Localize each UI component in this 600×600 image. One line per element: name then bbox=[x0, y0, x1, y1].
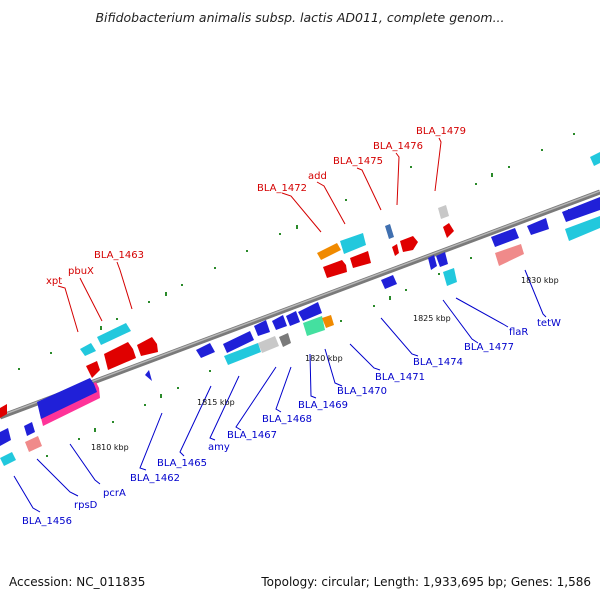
gene-reverse bbox=[196, 343, 215, 358]
gene-label-bla-1469[interactable]: BLA_1469 bbox=[298, 400, 348, 411]
gene-reverse bbox=[224, 343, 261, 365]
gene-reverse bbox=[25, 436, 42, 452]
scale-label: 1810 kbp bbox=[91, 443, 129, 452]
gene-reverse bbox=[272, 315, 287, 330]
forward-leaders bbox=[57, 137, 442, 333]
gene-forward bbox=[104, 342, 136, 370]
scale-label: 1815 kbp bbox=[197, 398, 235, 407]
gene-forward bbox=[323, 260, 347, 278]
gene-reverse bbox=[322, 315, 334, 328]
gene-reverse bbox=[286, 311, 300, 326]
gene-label-bla-1477[interactable]: BLA_1477 bbox=[464, 342, 514, 353]
forward-genes bbox=[0, 152, 600, 426]
gene-forward bbox=[37, 378, 97, 419]
gene-reverse bbox=[279, 333, 291, 347]
gene-label-bla-1475[interactable]: BLA_1475 bbox=[333, 156, 383, 167]
gene-forward bbox=[0, 404, 7, 418]
gene-forward bbox=[590, 152, 600, 166]
gene-forward bbox=[340, 233, 366, 254]
gene-label-amy[interactable]: amy bbox=[208, 442, 230, 453]
reverse-genes bbox=[0, 197, 600, 466]
gene-label-flar[interactable]: flaR bbox=[509, 327, 528, 338]
gene-label-xpt[interactable]: xpt bbox=[46, 276, 62, 287]
gene-reverse bbox=[428, 255, 437, 270]
gene-forward bbox=[400, 236, 418, 252]
gene-reverse bbox=[303, 316, 325, 336]
gene-forward bbox=[97, 323, 131, 345]
gene-label-bla-1462[interactable]: BLA_1462 bbox=[130, 473, 180, 484]
gene-forward bbox=[385, 224, 394, 239]
gene-label-pbux[interactable]: pbuX bbox=[68, 266, 94, 277]
gene-label-bla-1472[interactable]: BLA_1472 bbox=[257, 183, 307, 194]
gene-label-pcra[interactable]: pcrA bbox=[103, 488, 126, 499]
gene-forward bbox=[438, 205, 449, 219]
scale-label: 1820 kbp bbox=[305, 354, 343, 363]
map-title: Bifidobacterium animalis subsp. lactis A… bbox=[95, 10, 505, 25]
gene-reverse bbox=[495, 244, 524, 266]
gene-forward bbox=[86, 361, 100, 378]
gene-forward bbox=[392, 244, 399, 256]
gene-label-bla-1471[interactable]: BLA_1471 bbox=[375, 372, 425, 383]
gene-label-bla-1456[interactable]: BLA_1456 bbox=[22, 516, 72, 527]
gene-reverse bbox=[24, 422, 35, 436]
scale-label: 1830 kbp bbox=[521, 276, 559, 285]
gene-reverse bbox=[223, 331, 254, 353]
scale-label: 1825 kbp bbox=[413, 314, 451, 323]
gene-label-bla-1468[interactable]: BLA_1468 bbox=[262, 414, 312, 425]
forward-labels: xpt pbuX BLA_1463 BLA_1472 add BLA_1475 … bbox=[46, 126, 466, 287]
gene-label-bla-1476[interactable]: BLA_1476 bbox=[373, 141, 423, 152]
reverse-leaders bbox=[13, 269, 547, 513]
gene-forward bbox=[443, 223, 454, 238]
gene-label-bla-1465[interactable]: BLA_1465 bbox=[157, 458, 207, 469]
accession-text: Accession: NC_011835 bbox=[9, 575, 146, 589]
gene-label-bla-1463[interactable]: BLA_1463 bbox=[94, 250, 144, 261]
gene-forward bbox=[350, 251, 371, 268]
gene-reverse bbox=[258, 336, 279, 353]
gene-label-add[interactable]: add bbox=[308, 171, 327, 182]
gene-label-bla-1467[interactable]: BLA_1467 bbox=[227, 430, 277, 441]
gene-reverse bbox=[381, 275, 397, 289]
gene-reverse bbox=[527, 218, 549, 235]
gene-label-rpsd[interactable]: rpsD bbox=[74, 500, 98, 511]
reverse-labels: BLA_1456 rpsD pcrA BLA_1462 BLA_1465 amy… bbox=[22, 318, 561, 527]
outer-dots bbox=[18, 133, 575, 370]
gene-forward bbox=[137, 337, 158, 356]
gene-reverse bbox=[298, 302, 322, 321]
gene-reverse bbox=[0, 452, 16, 466]
gene-reverse bbox=[0, 428, 11, 446]
gene-reverse bbox=[491, 228, 519, 247]
gene-label-bla-1470[interactable]: BLA_1470 bbox=[337, 386, 387, 397]
topology-text: Topology: circular; Length: 1,933,695 bp… bbox=[261, 575, 591, 589]
gene-reverse bbox=[565, 216, 600, 241]
gene-label-bla-1474[interactable]: BLA_1474 bbox=[413, 357, 463, 368]
scale-labels: 1810 kbp 1815 kbp 1820 kbp 1825 kbp 1830… bbox=[91, 276, 559, 452]
gene-label-tetw[interactable]: tetW bbox=[537, 318, 561, 329]
genome-backbone bbox=[0, 189, 600, 420]
gene-reverse bbox=[254, 320, 270, 336]
gene-reverse bbox=[443, 268, 457, 286]
gene-reverse bbox=[145, 370, 152, 381]
gene-label-bla-1479[interactable]: BLA_1479 bbox=[416, 126, 466, 137]
gene-reverse bbox=[436, 252, 448, 267]
gene-reverse bbox=[562, 197, 600, 222]
gene-forward bbox=[80, 343, 96, 356]
gene-forward bbox=[317, 243, 341, 260]
